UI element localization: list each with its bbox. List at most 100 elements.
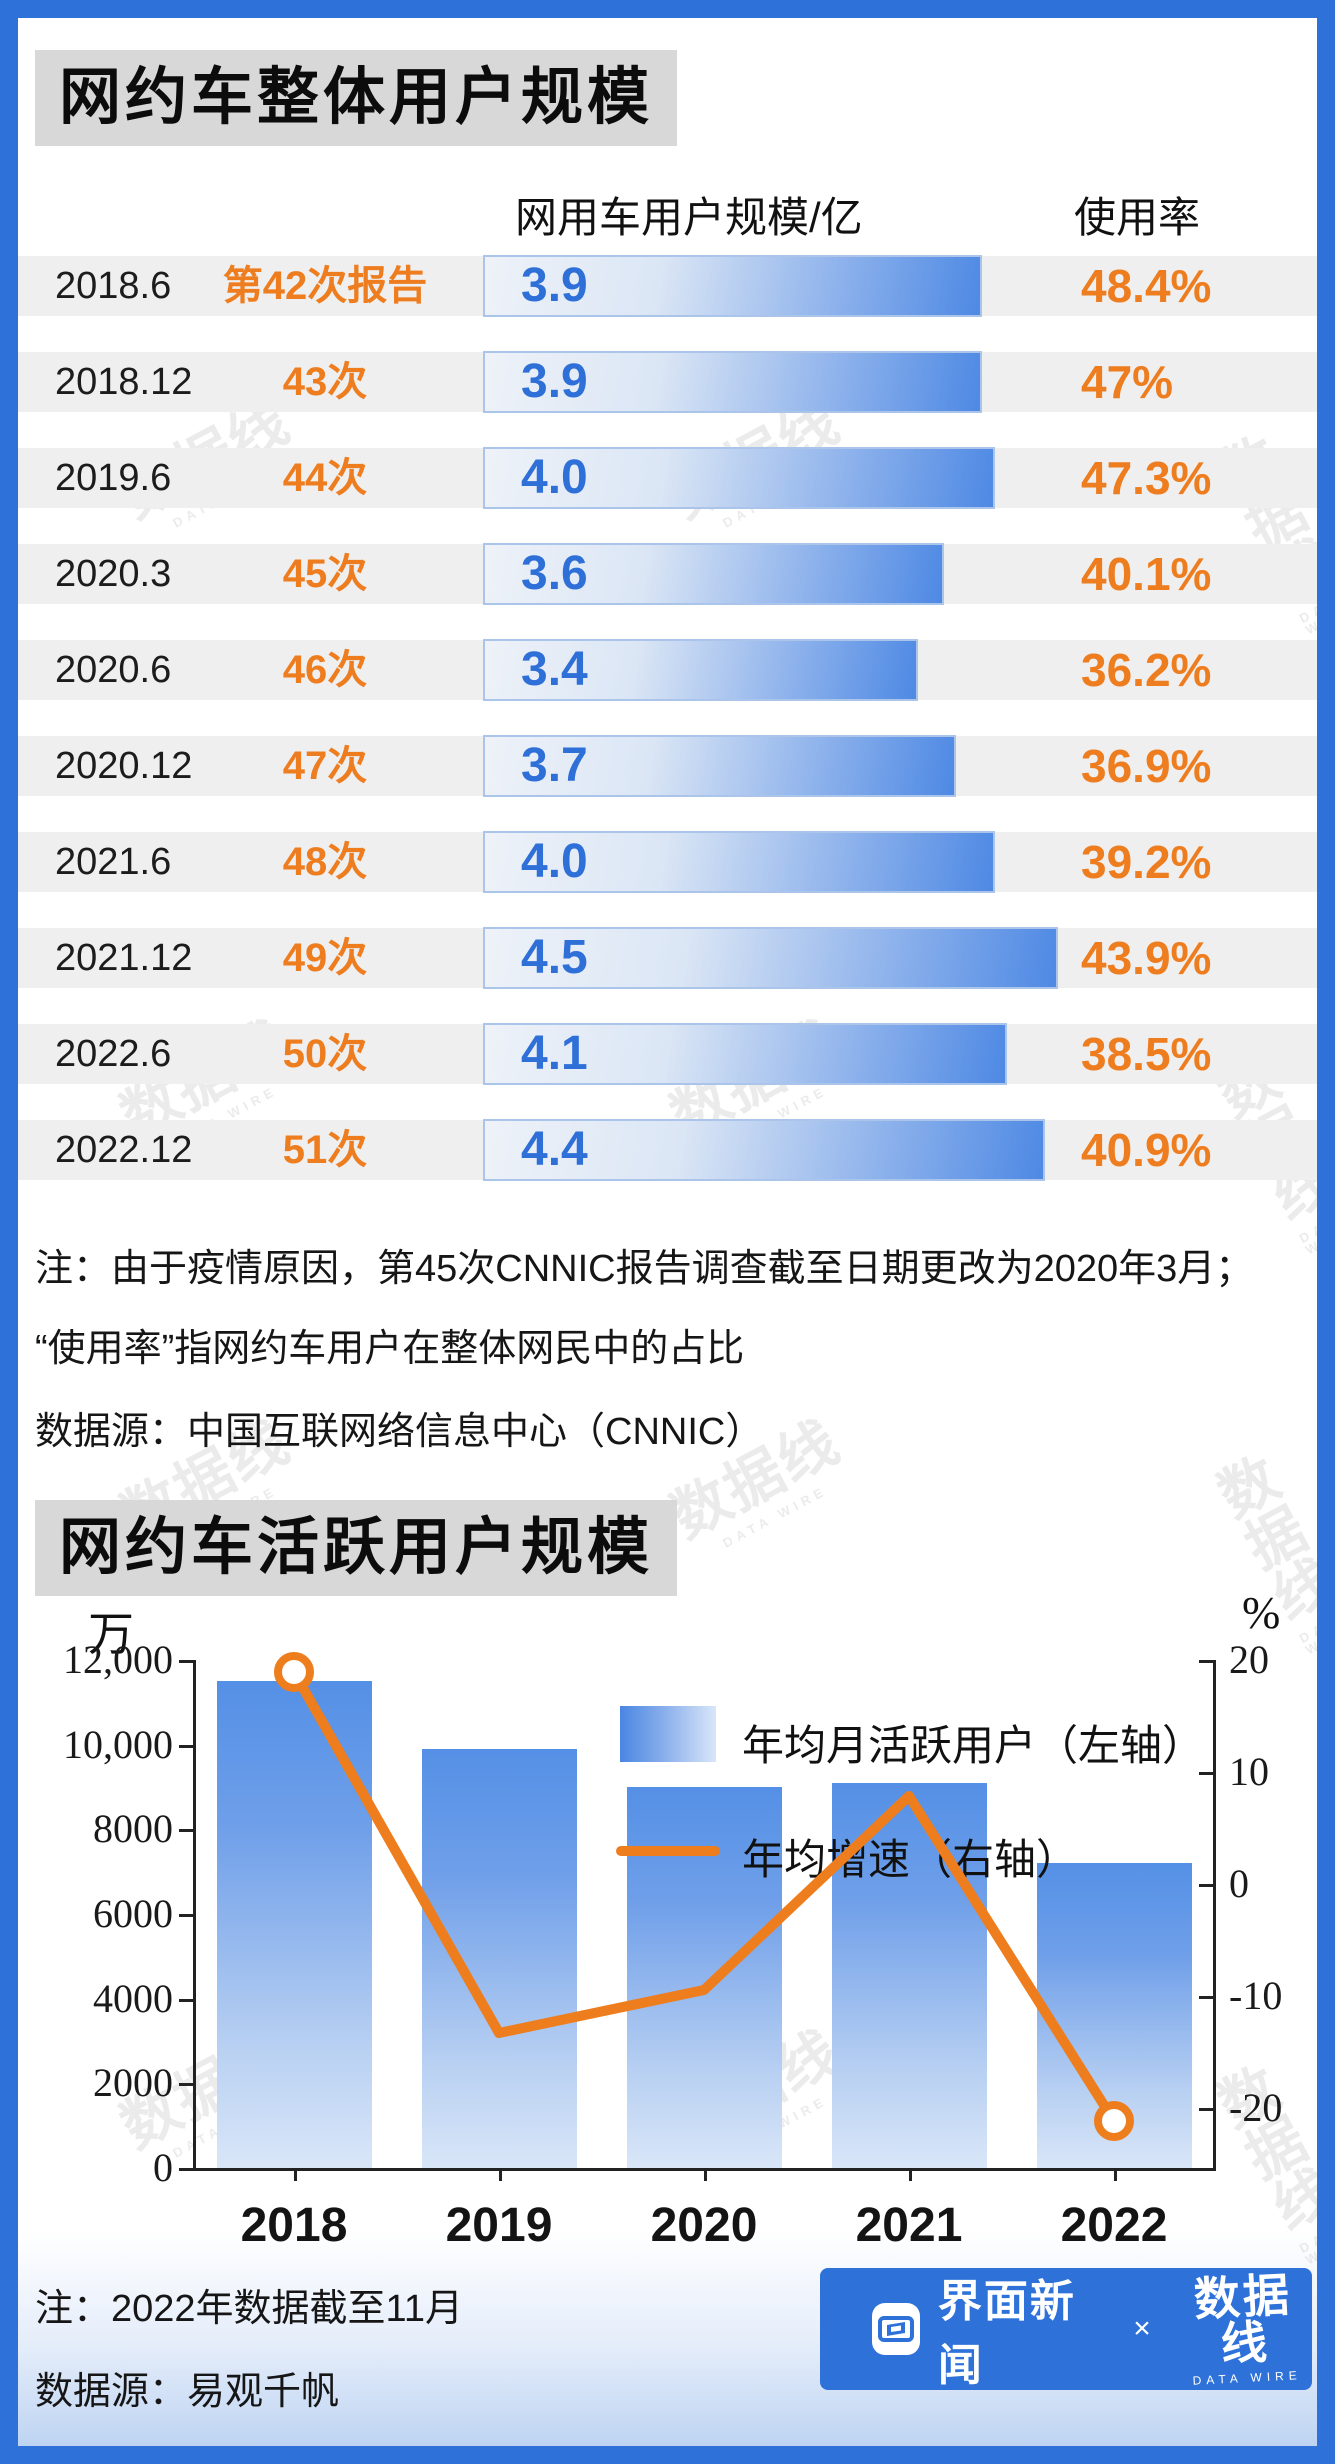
row-value-label: 4.4 bbox=[521, 1123, 588, 1176]
table-row: 2020.6 46次 3.4 36.2% bbox=[18, 639, 1317, 701]
row-usage-label: 43.9% bbox=[1081, 932, 1212, 984]
right-axis-tick-label: -20 bbox=[1229, 2085, 1283, 2130]
brand2-sub-label: DATA WIRE bbox=[1191, 2367, 1302, 2388]
x-axis-year-label: 2019 bbox=[445, 2199, 553, 2252]
section1-note-line1: 注：由于疫情原因，第45次CNNIC报告调查截至日期更改为2020年3月； bbox=[35, 1248, 1254, 1290]
left-axis-tick-label: 8000 bbox=[93, 1806, 173, 1851]
table-row: 2022.6 50次 4.1 38.5% bbox=[18, 1023, 1317, 1085]
row-value-label: 4.1 bbox=[521, 1027, 588, 1080]
right-axis-tick bbox=[1199, 1772, 1213, 1775]
right-axis-tick-label: 20 bbox=[1229, 1637, 1269, 1682]
row-usage-label: 36.9% bbox=[1081, 740, 1212, 792]
row-value-bar: 3.4 bbox=[483, 639, 918, 701]
section2-source: 数据源：易观千帆 bbox=[35, 2371, 340, 2413]
right-axis-tick-label: -10 bbox=[1229, 1973, 1283, 2018]
row-usage-label: 36.2% bbox=[1081, 644, 1212, 696]
row-value-label: 3.9 bbox=[521, 355, 588, 408]
legend-bar-swatch bbox=[620, 1706, 716, 1762]
left-axis-tick-label: 4000 bbox=[93, 1976, 173, 2021]
brand2-label: 数据线 bbox=[1192, 2268, 1293, 2370]
right-axis-tick-label: 0 bbox=[1229, 1861, 1249, 1906]
column-header-usage: 使用率 bbox=[1074, 194, 1201, 241]
left-axis-tick-label: 2000 bbox=[93, 2060, 173, 2105]
left-axis-tick bbox=[179, 1745, 193, 1748]
brand-separator: × bbox=[1133, 2312, 1151, 2345]
section2-note: 注：2022年数据截至11月 bbox=[35, 2288, 463, 2330]
column-header-scale: 网用车用户规模/亿 bbox=[515, 194, 863, 241]
row-report-label: 44次 bbox=[282, 456, 368, 500]
section2-title: 网约车活跃用户规模 bbox=[35, 1500, 678, 1596]
section1-note-line2: “使用率”指网约车用户在整体网民中的占比 bbox=[35, 1328, 745, 1370]
table-row: 2021.12 49次 4.5 43.9% bbox=[18, 927, 1317, 989]
x-axis-year-label: 2018 bbox=[240, 2199, 348, 2252]
left-axis-tick bbox=[179, 2168, 193, 2171]
row-value-label: 3.4 bbox=[521, 643, 588, 696]
row-value-bar: 4.0 bbox=[483, 831, 995, 893]
x-axis-tick bbox=[294, 2168, 297, 2181]
row-date-label: 2018.12 bbox=[55, 361, 193, 403]
row-usage-label: 47.3% bbox=[1081, 452, 1212, 504]
row-value-bar: 3.6 bbox=[483, 543, 944, 605]
legend-bar-label: 年均月活跃用户（左轴） bbox=[742, 1722, 1205, 1769]
row-report-label: 43次 bbox=[282, 360, 368, 404]
mau-bar bbox=[421, 1749, 577, 2168]
x-axis-tick bbox=[909, 2168, 912, 2181]
mau-bar bbox=[216, 1681, 372, 2168]
section1-title: 网约车整体用户规模 bbox=[35, 50, 678, 146]
row-value-label: 3.7 bbox=[521, 739, 588, 792]
jiemian-news-logo-icon bbox=[872, 2303, 920, 2355]
row-usage-label: 47% bbox=[1081, 356, 1174, 408]
row-usage-label: 40.1% bbox=[1081, 548, 1212, 600]
left-axis-tick bbox=[179, 1829, 193, 1832]
row-date-label: 2022.12 bbox=[55, 1129, 193, 1171]
row-value-bar: 4.1 bbox=[483, 1023, 1007, 1085]
table-row: 2022.12 51次 4.4 40.9% bbox=[18, 1119, 1317, 1181]
row-report-label: 51次 bbox=[282, 1128, 368, 1172]
left-axis-tick bbox=[179, 1660, 193, 1663]
row-report-label: 第42次报告 bbox=[222, 264, 428, 308]
left-axis-tick-label: 10,000 bbox=[63, 1722, 173, 1767]
mau-bar bbox=[1036, 1863, 1192, 2168]
row-value-bar: 4.4 bbox=[483, 1119, 1045, 1181]
right-axis-tick bbox=[1199, 1996, 1213, 1999]
right-axis-tick bbox=[1199, 2108, 1213, 2111]
row-date-label: 2020.6 bbox=[55, 649, 172, 691]
row-value-bar: 4.5 bbox=[483, 927, 1058, 989]
row-date-label: 2020.12 bbox=[55, 745, 193, 787]
row-value-bar: 3.9 bbox=[483, 351, 982, 413]
right-axis-tick-label: 10 bbox=[1229, 1749, 1269, 1794]
right-axis-line bbox=[1213, 1660, 1216, 2168]
row-usage-label: 38.5% bbox=[1081, 1028, 1212, 1080]
row-date-label: 2022.6 bbox=[55, 1033, 172, 1075]
x-axis-tick bbox=[499, 2168, 502, 2181]
table-row: 2020.12 47次 3.7 36.9% bbox=[18, 735, 1317, 797]
left-axis-tick bbox=[179, 2083, 193, 2086]
row-report-label: 46次 bbox=[282, 648, 368, 692]
row-value-label: 4.0 bbox=[521, 451, 588, 504]
row-report-label: 50次 bbox=[282, 1032, 368, 1076]
x-axis-tick bbox=[704, 2168, 707, 2181]
datawire-logo: 数据线 DATA WIRE bbox=[1174, 2268, 1315, 2388]
row-value-bar: 3.7 bbox=[483, 735, 956, 797]
x-axis-year-label: 2021 bbox=[855, 2199, 963, 2252]
table-row: 2019.6 44次 4.0 47.3% bbox=[18, 447, 1317, 509]
left-axis-line bbox=[193, 1660, 196, 2168]
table-row: 2021.6 48次 4.0 39.2% bbox=[18, 831, 1317, 893]
section1-source: 数据源：中国互联网络信息中心（CNNIC） bbox=[35, 1411, 764, 1453]
row-value-label: 4.0 bbox=[521, 835, 588, 888]
row-date-label: 2021.6 bbox=[55, 841, 172, 883]
legend-line-swatch bbox=[616, 1846, 720, 1856]
row-date-label: 2021.12 bbox=[55, 937, 193, 979]
row-report-label: 49次 bbox=[282, 936, 368, 980]
table-row: 2020.3 45次 3.6 40.1% bbox=[18, 543, 1317, 605]
row-date-label: 2019.6 bbox=[55, 457, 172, 499]
table-row: 2018.12 43次 3.9 47% bbox=[18, 351, 1317, 413]
row-value-label: 3.6 bbox=[521, 547, 588, 600]
left-axis-tick bbox=[179, 1914, 193, 1917]
row-date-label: 2018.6 bbox=[55, 265, 172, 307]
row-usage-label: 39.2% bbox=[1081, 836, 1212, 888]
x-axis-year-label: 2022 bbox=[1060, 2199, 1168, 2252]
row-value-label: 4.5 bbox=[521, 931, 588, 984]
row-value-label: 3.9 bbox=[521, 259, 588, 312]
table-row: 2018.6 第42次报告 3.9 48.4% bbox=[18, 255, 1317, 317]
